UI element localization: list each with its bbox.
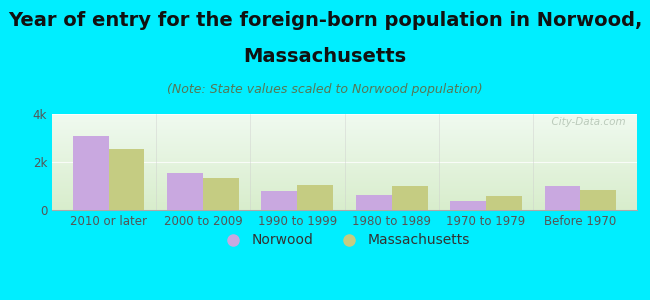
Bar — [167, 173, 203, 210]
Bar — [486, 196, 522, 210]
Text: Massachusetts: Massachusetts — [244, 46, 406, 65]
Bar — [73, 136, 109, 210]
Bar — [545, 186, 580, 210]
Bar — [392, 187, 428, 210]
Legend: Norwood, Massachusetts: Norwood, Massachusetts — [213, 228, 476, 253]
Bar — [580, 190, 616, 210]
Bar — [450, 201, 486, 210]
Text: (Note: State values scaled to Norwood population): (Note: State values scaled to Norwood po… — [167, 82, 483, 95]
Bar — [203, 178, 239, 210]
Text: Year of entry for the foreign-born population in Norwood,: Year of entry for the foreign-born popul… — [8, 11, 642, 29]
Bar — [297, 185, 333, 210]
Bar — [261, 191, 297, 210]
Text: City-Data.com: City-Data.com — [545, 117, 625, 127]
Bar — [356, 195, 392, 210]
Bar — [109, 149, 144, 210]
